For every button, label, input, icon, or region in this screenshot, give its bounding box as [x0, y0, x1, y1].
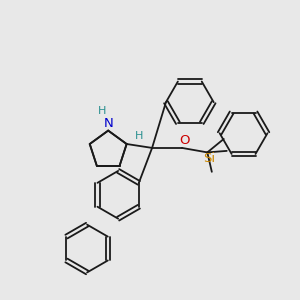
- Text: H: H: [98, 106, 106, 116]
- Text: Si: Si: [203, 152, 215, 165]
- Text: O: O: [180, 134, 190, 147]
- Text: N: N: [103, 117, 113, 130]
- Text: H: H: [134, 131, 143, 141]
